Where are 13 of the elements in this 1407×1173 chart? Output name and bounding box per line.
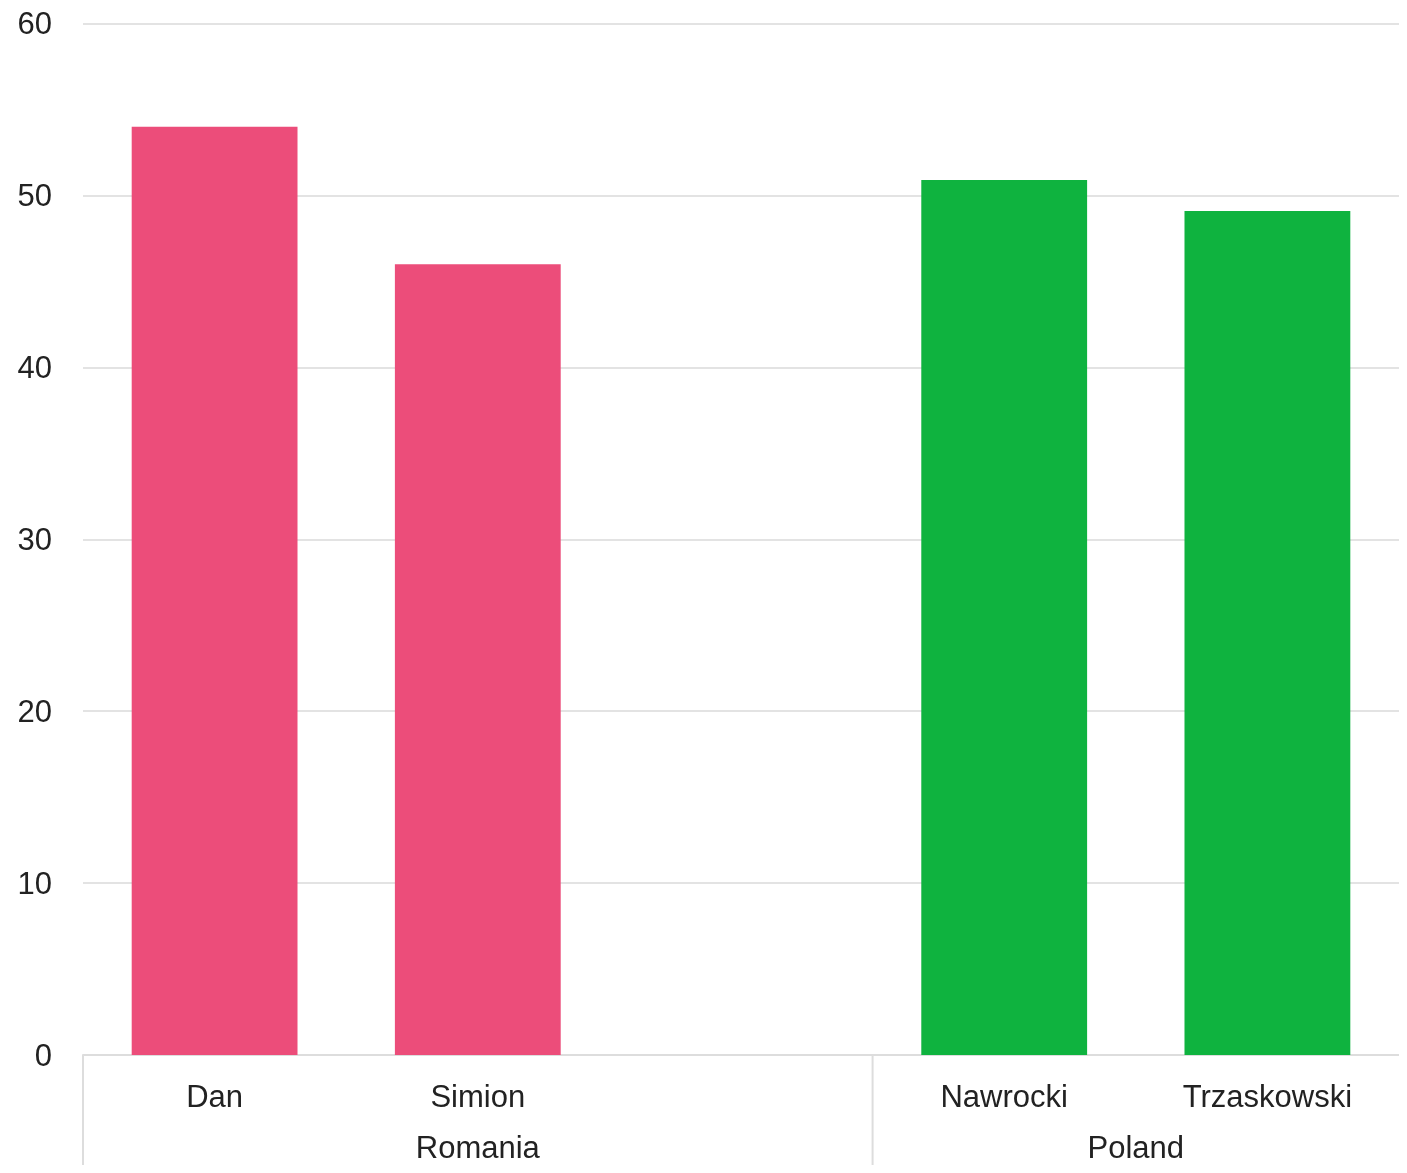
x-tick-label: Trzaskowski xyxy=(1182,1079,1353,1114)
y-tick-label: 40 xyxy=(17,349,52,385)
y-tick-label: 20 xyxy=(17,693,52,729)
y-tick-label: 50 xyxy=(17,177,52,213)
x-tick-label: Nawrocki xyxy=(940,1079,1068,1114)
y-tick-label: 0 xyxy=(34,1037,52,1073)
y-tick-label: 60 xyxy=(17,6,52,41)
x-tick-label: Simion xyxy=(430,1079,526,1114)
x-tick-label: Dan xyxy=(186,1079,244,1114)
text: Poland xyxy=(1087,1130,1185,1165)
y-tick-label: 30 xyxy=(17,521,52,557)
y-tick-label: 10 xyxy=(17,865,52,901)
text: Romania xyxy=(415,1130,541,1165)
